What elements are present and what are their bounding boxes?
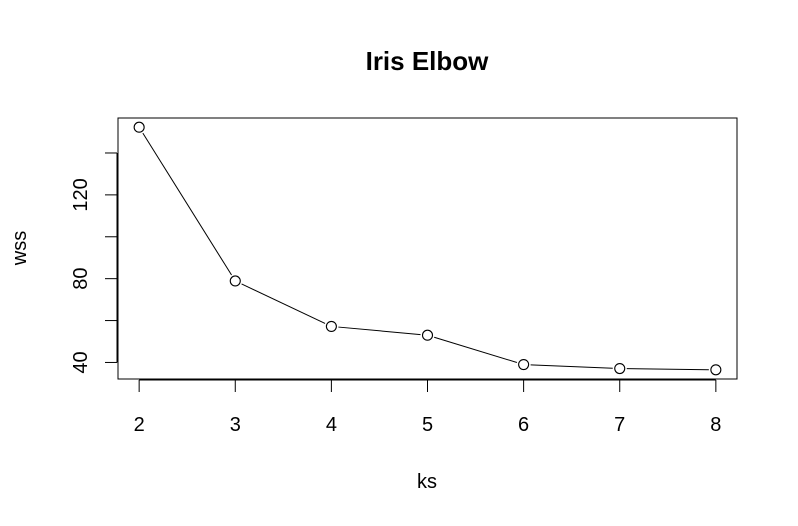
y-tick-label-120: 120 — [70, 178, 92, 211]
x-tick-label-3: 3 — [230, 414, 241, 436]
data-point-k8 — [710, 364, 722, 376]
y-axis: 40 80 120 — [70, 152, 118, 374]
x-tick-label-4: 4 — [326, 414, 337, 436]
chart-title: Iris Elbow — [366, 46, 490, 76]
x-axis: 2 3 4 5 6 7 8 — [134, 379, 721, 436]
x-tick-label-2: 2 — [134, 414, 145, 436]
x-tick-label-8: 8 — [710, 414, 721, 436]
series-wss — [133, 121, 722, 376]
line-segment-4-5 — [338, 326, 421, 336]
x-tick-label-5: 5 — [422, 414, 433, 436]
line-segment-3-4 — [241, 283, 326, 324]
x-axis-label: ks — [417, 471, 437, 493]
data-point-k4 — [325, 320, 337, 332]
plot-frame — [117, 117, 738, 380]
line-segment-2-3 — [142, 132, 232, 276]
data-point-k2 — [133, 121, 145, 133]
y-tick-label-80: 80 — [70, 268, 92, 290]
x-tick-label-6: 6 — [518, 414, 529, 436]
data-point-k6 — [518, 358, 530, 371]
line-segment-7-8 — [626, 368, 709, 371]
line-segment-5-6 — [434, 336, 518, 363]
y-axis-label: wss — [9, 231, 31, 266]
line-segment-6-7 — [530, 364, 613, 369]
x-tick-label-7: 7 — [614, 414, 625, 436]
data-point-k3 — [229, 275, 241, 287]
data-point-k5 — [421, 329, 434, 341]
y-tick-label-40: 40 — [70, 351, 92, 373]
data-point-k7 — [614, 362, 626, 375]
